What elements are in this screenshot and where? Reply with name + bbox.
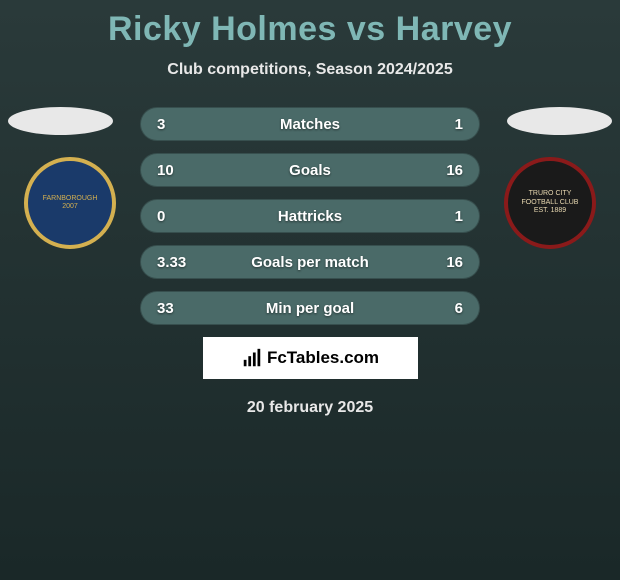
content-area: FARNBOROUGH 2007 TRURO CITY FOOTBALL CLU… bbox=[0, 107, 620, 417]
stat-right-value: 16 bbox=[427, 162, 463, 179]
stat-left-value: 3 bbox=[157, 116, 193, 133]
stat-left-value: 10 bbox=[157, 162, 193, 179]
club-badge-right-text: TRURO CITY FOOTBALL CLUB EST. 1889 bbox=[514, 190, 586, 215]
stat-left-value: 0 bbox=[157, 208, 193, 225]
page-title: Ricky Holmes vs Harvey bbox=[0, 0, 620, 49]
stat-left-value: 3.33 bbox=[157, 254, 193, 271]
player-left-oval bbox=[8, 107, 113, 135]
club-badge-left-text: FARNBOROUGH 2007 bbox=[34, 195, 106, 212]
stat-label: Hattricks bbox=[278, 208, 342, 225]
stat-label: Matches bbox=[280, 116, 340, 133]
stat-row: 3.33 Goals per match 16 bbox=[140, 245, 480, 279]
player-right-oval bbox=[507, 107, 612, 135]
club-badge-left: FARNBOROUGH 2007 bbox=[24, 157, 116, 249]
stat-right-value: 16 bbox=[427, 254, 463, 271]
stat-row: 0 Hattricks 1 bbox=[140, 199, 480, 233]
date-text: 20 february 2025 bbox=[0, 399, 620, 417]
stat-row: 10 Goals 16 bbox=[140, 153, 480, 187]
stat-left-value: 33 bbox=[157, 300, 193, 317]
stat-right-value: 1 bbox=[427, 208, 463, 225]
stat-label: Goals bbox=[289, 162, 331, 179]
subtitle: Club competitions, Season 2024/2025 bbox=[0, 61, 620, 79]
club-badge-left-inner: FARNBOROUGH 2007 bbox=[28, 161, 112, 245]
site-logo-box: FcTables.com bbox=[203, 337, 418, 379]
stat-label: Goals per match bbox=[251, 254, 369, 271]
stats-container: 3 Matches 1 10 Goals 16 0 Hattricks 1 3.33 Goals p… bbox=[140, 107, 480, 325]
chart-icon bbox=[241, 347, 263, 369]
stat-row: 3 Matches 1 bbox=[140, 107, 480, 141]
club-badge-right-inner: TRURO CITY FOOTBALL CLUB EST. 1889 bbox=[508, 161, 592, 245]
site-logo-text: FcTables.com bbox=[267, 348, 379, 368]
stat-right-value: 1 bbox=[427, 116, 463, 133]
stat-row: 33 Min per goal 6 bbox=[140, 291, 480, 325]
club-badge-right: TRURO CITY FOOTBALL CLUB EST. 1889 bbox=[504, 157, 596, 249]
stat-right-value: 6 bbox=[427, 300, 463, 317]
stat-label: Min per goal bbox=[266, 300, 354, 317]
